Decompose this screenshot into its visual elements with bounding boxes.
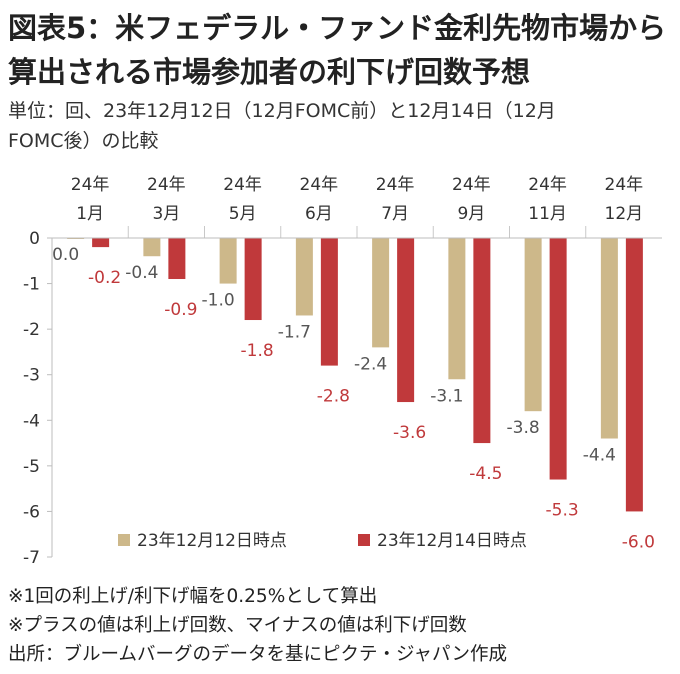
data-label: -0.9 <box>164 300 197 320</box>
category-label-month: 1月 <box>76 204 104 224</box>
y-tick-label: -2 <box>23 320 40 340</box>
footnote-3: 出所：ブルームバーグのデータを基にピクテ・ジャパン作成 <box>8 644 507 665</box>
category-label-month: 11月 <box>528 204 567 224</box>
data-label: -2.4 <box>354 354 387 374</box>
category-label-month: 7月 <box>381 204 409 224</box>
chart-title-line-2: 算出される市場参加者の利下げ回数予想 <box>8 55 531 89</box>
y-tick-label: -6 <box>23 502 40 522</box>
chart-subtitle: 単位：回、23年12月12日（12月FOMC前）と12月14日（12月 FOMC… <box>8 96 668 156</box>
chart-title-line-1: 図表5：米フェデラル・ファンド金利先物市場から <box>8 11 667 45</box>
bar-dec14 <box>549 238 567 480</box>
bar-dec12 <box>524 238 542 412</box>
category-label-year: 24年 <box>452 175 491 195</box>
category-label-year: 24年 <box>376 175 415 195</box>
bar-dec14 <box>244 238 262 321</box>
data-label: -2.8 <box>317 387 350 407</box>
category-label-year: 24年 <box>528 175 567 195</box>
y-tick-label: 0 <box>29 229 40 249</box>
category-label-year: 24年 <box>223 175 262 195</box>
data-label: -3.6 <box>393 423 426 443</box>
footnotes: ※1回の利上げ/利下げ幅を0.25%として算出 ※プラスの値は利上げ回数、マイナ… <box>8 582 672 669</box>
category-label-year: 24年 <box>71 175 110 195</box>
chart-title: 図表5：米フェデラル・ファンド金利先物市場から 算出される市場参加者の利下げ回数… <box>8 6 672 94</box>
bar-dec14 <box>625 238 643 512</box>
bar-dec12 <box>143 238 161 257</box>
y-tick-label: -4 <box>23 411 40 431</box>
data-label: -3.1 <box>430 386 463 406</box>
legend-label: 23年12月12日時点 <box>137 531 287 551</box>
data-label: -5.3 <box>546 501 579 521</box>
data-label: 0.0 <box>52 245 79 265</box>
data-label: -3.8 <box>507 418 540 438</box>
data-label: -0.2 <box>88 268 121 288</box>
bar-chart: 0-1-2-3-4-5-6-70.0-0.4-1.0-1.7-2.4-3.1-3… <box>23 175 662 568</box>
y-tick-label: -5 <box>23 457 40 477</box>
bar-dec14 <box>473 238 491 444</box>
category-label-month: 3月 <box>152 204 180 224</box>
unit-line-1: 単位：回、23年12月12日（12月FOMC前）と12月14日（12月 <box>8 100 556 122</box>
data-label: -0.4 <box>125 263 158 283</box>
bar-dec14 <box>320 238 338 366</box>
category-label-year: 24年 <box>300 175 339 195</box>
unit-line-2: FOMC後）の比較 <box>8 130 159 152</box>
bar-dec14 <box>397 238 415 403</box>
legend-swatch <box>358 534 370 546</box>
category-label-month: 5月 <box>229 204 257 224</box>
bar-dec12 <box>295 238 313 316</box>
y-tick-label: -3 <box>23 366 40 386</box>
data-label: -6.0 <box>622 532 655 552</box>
bar-dec12 <box>600 238 618 439</box>
bar-dec12 <box>372 238 390 348</box>
category-label-month: 12月 <box>605 204 644 224</box>
y-tick-label: -1 <box>23 275 40 295</box>
data-label: -1.0 <box>202 291 235 311</box>
category-label-year: 24年 <box>605 175 644 195</box>
bar-dec14 <box>92 238 110 248</box>
data-label: -1.8 <box>241 341 274 361</box>
data-label: -1.7 <box>278 322 311 342</box>
category-label-year: 24年 <box>147 175 186 195</box>
data-label: -4.4 <box>583 446 616 466</box>
bar-dec12 <box>219 238 237 284</box>
legend-label: 23年12月14日時点 <box>377 531 527 551</box>
data-label: -4.5 <box>469 464 502 484</box>
bar-dec12 <box>448 238 466 380</box>
legend-swatch <box>118 534 130 546</box>
y-tick-label: -7 <box>23 548 40 568</box>
footnote-2: ※プラスの値は利上げ回数、マイナスの値は利下げ回数 <box>8 615 467 636</box>
category-label-month: 9月 <box>457 204 485 224</box>
bar-dec14 <box>168 238 186 280</box>
category-label-month: 6月 <box>305 204 333 224</box>
footnote-1: ※1回の利上げ/利下げ幅を0.25%として算出 <box>8 586 378 607</box>
